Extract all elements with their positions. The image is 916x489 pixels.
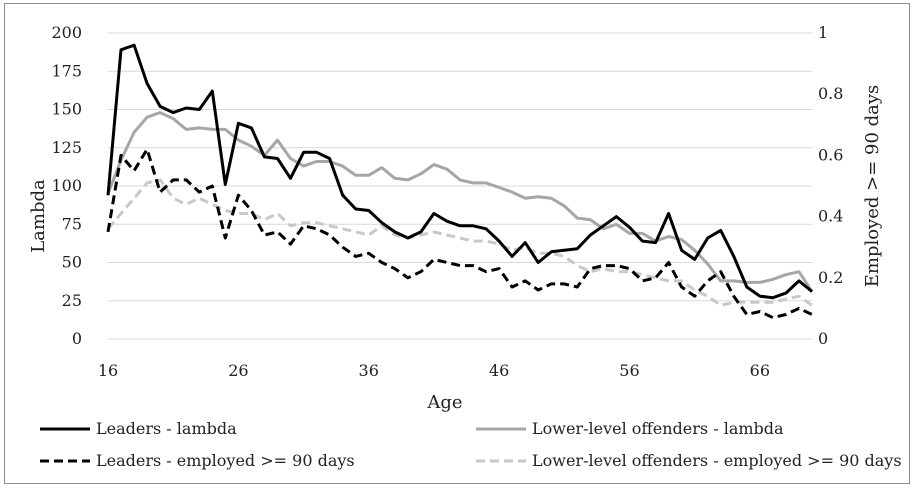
x-axis-ticks: 16 26 36 46 56 66 — [98, 361, 770, 380]
y2-axis-title: Employed >= 90 days — [862, 85, 883, 288]
x-axis-title: Age — [426, 392, 462, 413]
chart-frame — [4, 3, 910, 484]
x-tick-label: 36 — [359, 361, 379, 380]
y-tick-label: 0 — [72, 329, 82, 348]
y2-tick-label: 0.8 — [818, 84, 843, 103]
legend-label-lower-employed: Lower-level offenders - employed >= 90 d… — [532, 451, 902, 470]
series-line-1 — [106, 111, 814, 293]
left-axis-ticks: 0 25 50 75 100 125 150 175 200 — [51, 23, 82, 348]
y-tick-label: 175 — [51, 61, 82, 80]
legend-label-leaders-employed: Leaders - employed >= 90 days — [96, 451, 355, 470]
y-tick-label: 200 — [51, 23, 82, 42]
right-axis-ticks: 0 0.2 0.4 0.6 0.8 1 — [818, 23, 843, 348]
y-tick-label: 50 — [62, 253, 82, 272]
y2-tick-label: 0.2 — [818, 268, 843, 287]
y2-tick-label: 0.4 — [818, 207, 843, 226]
y-tick-label: 25 — [62, 291, 82, 310]
y-axis-title: Lambda — [28, 179, 49, 253]
y2-tick-label: 0 — [818, 329, 828, 348]
legend: Leaders - lambda Lower-level offenders -… — [40, 419, 902, 470]
x-tick-label: 16 — [98, 361, 118, 380]
x-tick-label: 66 — [750, 361, 770, 380]
series-line-0 — [106, 43, 813, 300]
gridlines — [108, 32, 812, 340]
series-line-2 — [106, 147, 813, 320]
x-tick-label: 56 — [619, 361, 639, 380]
y-tick-label: 125 — [51, 138, 82, 157]
y2-tick-label: 1 — [818, 23, 828, 42]
x-tick-label: 46 — [489, 361, 509, 380]
y2-tick-label: 0.6 — [818, 145, 843, 164]
series-lines — [106, 43, 814, 320]
y-tick-label: 75 — [62, 214, 82, 233]
y-tick-label: 150 — [51, 100, 82, 119]
legend-label-lower-lambda: Lower-level offenders - lambda — [532, 419, 784, 438]
legend-label-leaders-lambda: Leaders - lambda — [96, 419, 237, 438]
y-tick-label: 100 — [51, 176, 82, 195]
x-tick-label: 26 — [228, 361, 248, 380]
